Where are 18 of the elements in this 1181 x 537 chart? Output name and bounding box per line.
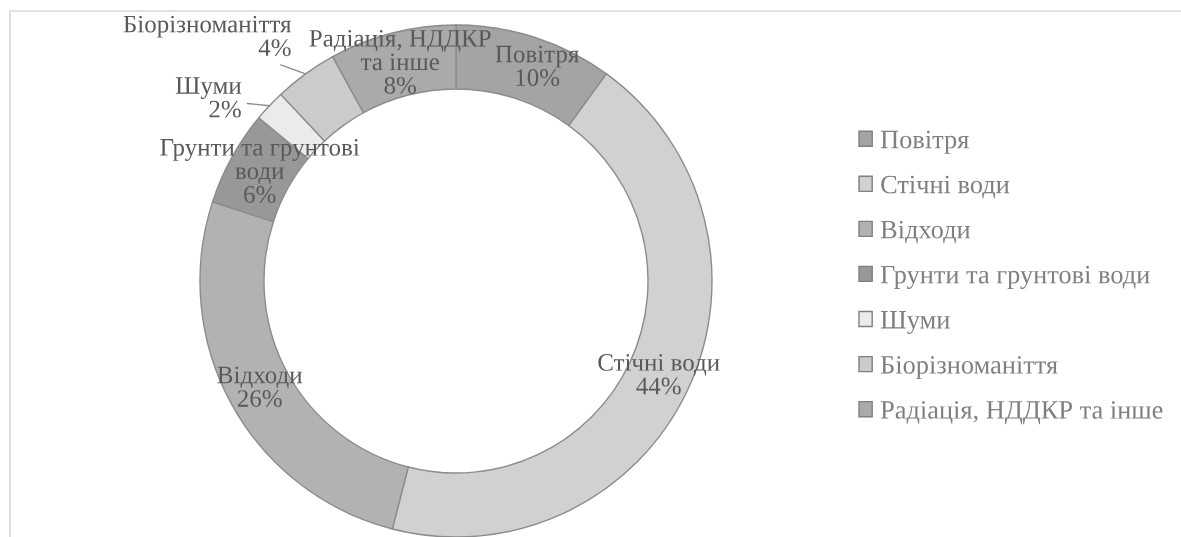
legend-label: Шуми: [880, 311, 950, 335]
slice-label: Стічні води: [598, 354, 720, 376]
slice-label: Шуми: [175, 77, 242, 100]
legend-label: Стічні води: [881, 175, 1010, 199]
data-label: 2%: [209, 100, 241, 118]
legend-label: Біорізноманіття: [880, 356, 1058, 380]
legend-label: Повітря: [880, 130, 969, 154]
slice-label: Біорізноманіття: [123, 15, 292, 38]
data-label: 4%: [258, 39, 291, 57]
slice-label: Повітря: [495, 45, 579, 68]
data-label: 8%: [384, 76, 417, 94]
data-label: 6%: [244, 186, 276, 203]
data-label: 10%: [516, 69, 560, 87]
legend-label: Відходи: [880, 220, 971, 244]
legend-label: Грунти та грунтові води: [880, 265, 1150, 289]
data-label: 26%: [237, 390, 282, 408]
data-label: 44%: [636, 377, 681, 395]
legend-label: Радіація, НДДКР та інше: [880, 401, 1163, 425]
